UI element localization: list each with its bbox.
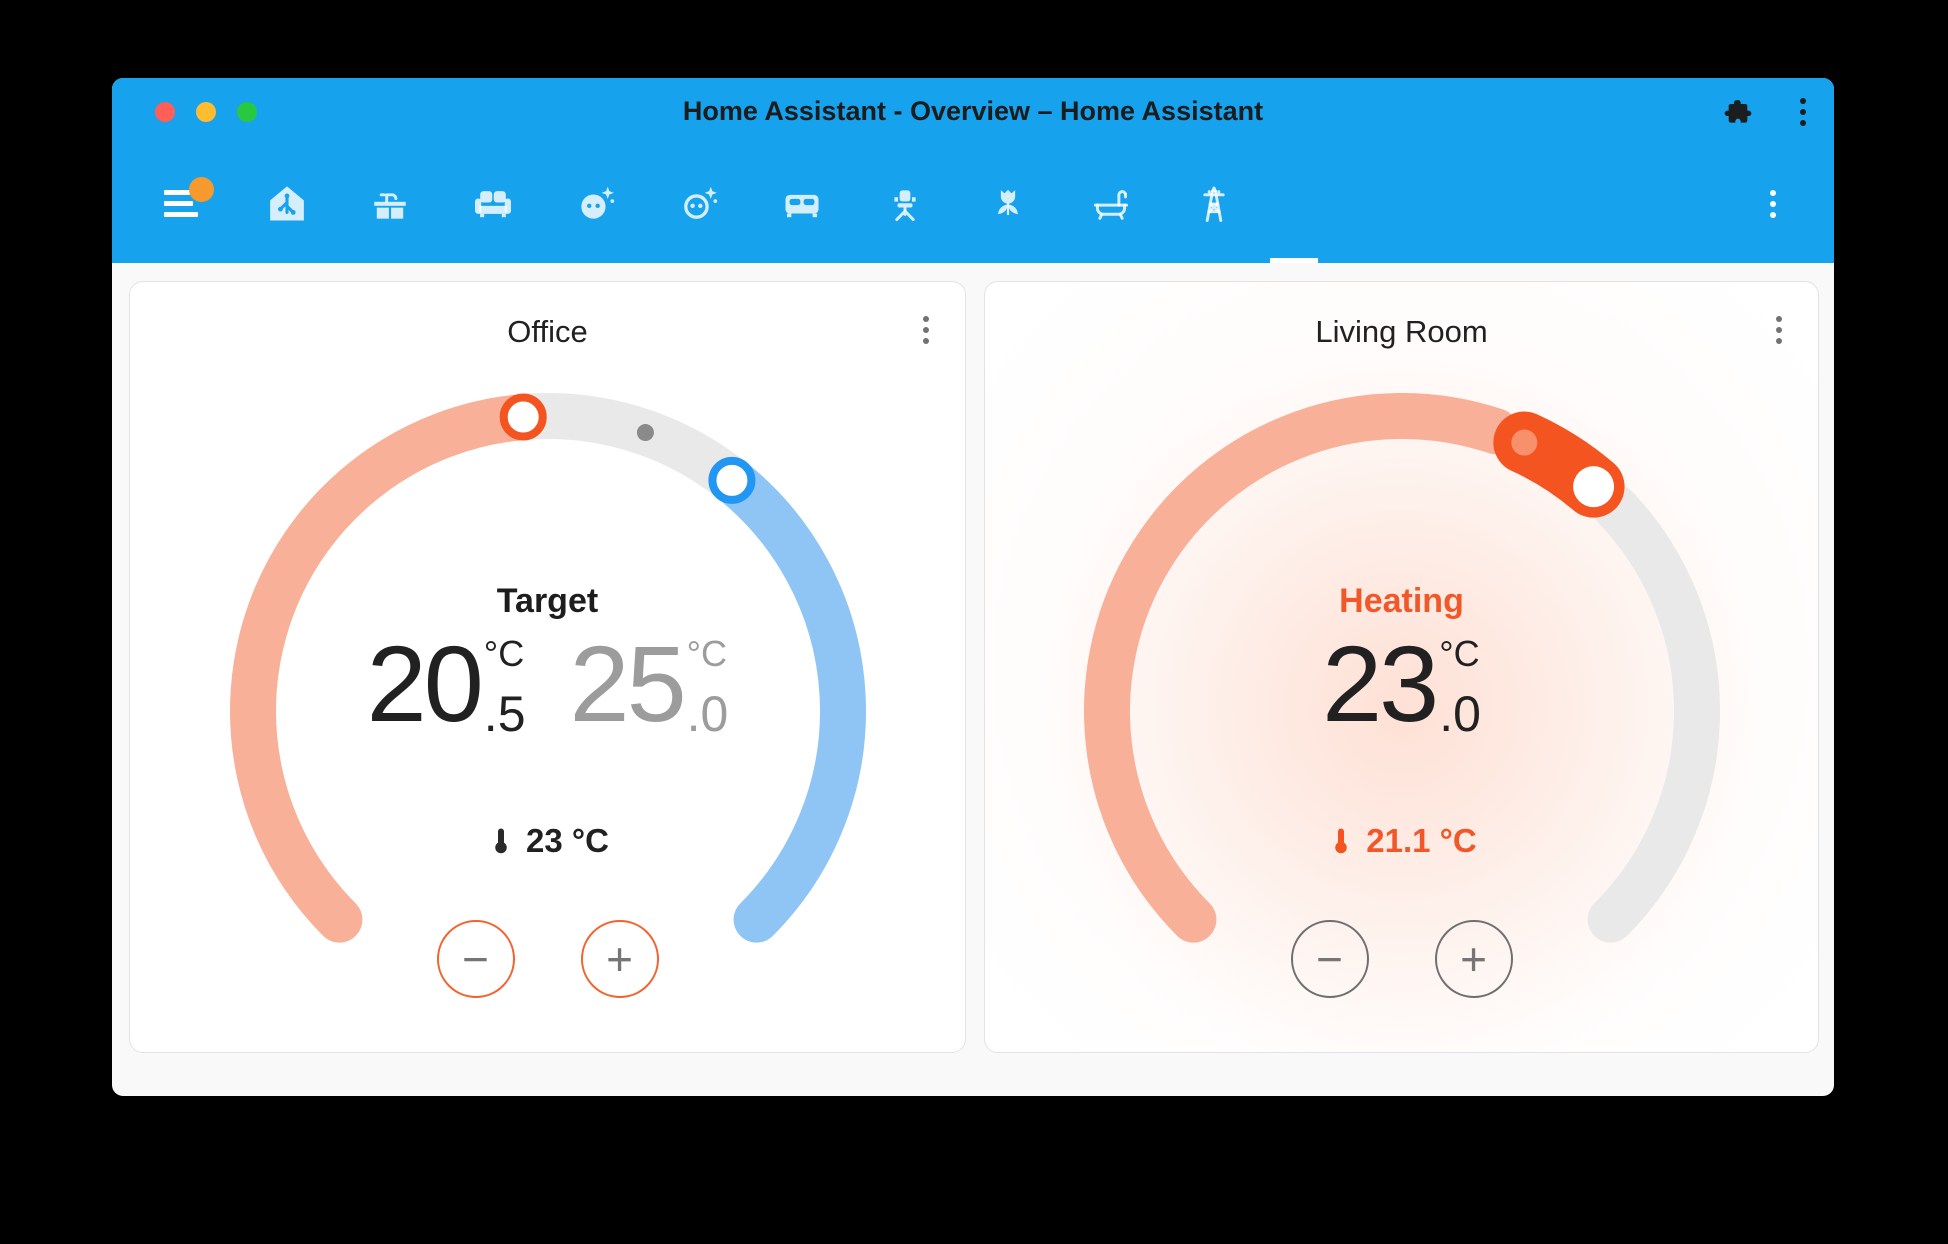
close-button[interactable] [155,101,175,122]
temperature-controls: − + [130,920,965,998]
card-title: Living Room [1315,314,1488,349]
face-shimmer-icon [580,186,614,219]
target-low-temperature[interactable]: 20 °C .5 [366,623,526,744]
titlebar: Home Assistant - Overview – Home Assista… [112,78,1834,145]
extension-puzzle-icon[interactable] [1722,96,1754,128]
thermostat-dial[interactable] [198,361,898,1053]
bed-icon [785,194,818,218]
tab-garden[interactable] [956,145,1059,263]
transmission-tower-icon [1202,186,1225,222]
target-temperatures: 23 °C .0 [985,623,1818,744]
sofa-icon [474,191,511,218]
target-high-handle[interactable] [707,456,755,504]
window-overflow-menu-button[interactable] [1800,97,1806,126]
kebab-menu-icon [1800,97,1806,126]
idle-range-arc[interactable] [1587,484,1720,943]
target-temperature[interactable]: 23 °C .0 [1322,623,1481,744]
hamburger-icon [163,177,214,219]
sidebar-menu-button[interactable] [163,177,214,219]
tab-kid-room[interactable] [544,145,647,263]
tab-kitchen[interactable] [338,145,441,263]
heat-range-arc[interactable] [1083,393,1519,943]
kitchen-countertop-icon [373,193,406,219]
decrease-temperature-button[interactable]: − [436,920,515,998]
titlebar-actions [1722,78,1806,145]
heat-range-arc[interactable] [229,394,546,943]
window-title: Home Assistant - Overview – Home Assista… [682,96,1264,126]
card-menu-button[interactable] [1776,316,1782,344]
state-label: Target [496,582,599,620]
idle-range-arc[interactable] [499,393,755,504]
desk-chair-icon [893,190,916,222]
current-temperature: 23 °C [130,822,965,860]
face-shimmer-outline-icon [683,186,717,219]
tab-living-room[interactable] [441,145,544,263]
dashboard-view: Office Target 20 °C .5 25 °C [112,263,1834,1096]
target-temperatures: 20 °C .5 25 °C .0 [130,623,965,744]
tab-office[interactable] [853,145,956,263]
current-temperature-dot [636,424,654,442]
thermostat-card-living-room: Living Room Heating 23 °C .0 21 [984,281,1819,1053]
home-icon [269,186,304,221]
puzzle-icon [1724,99,1752,123]
current-temperature-dot [1510,429,1537,456]
tab-energy[interactable] [1162,145,1265,263]
active-tab-indicator [1270,258,1318,263]
current-temperature: 21.1 °C [985,822,1818,860]
tab-bedroom[interactable] [750,145,853,263]
thermometer-icon [495,828,507,854]
thermostat-card-office: Office Target 20 °C .5 25 °C [129,281,966,1053]
tab-bar [112,145,1834,263]
target-low-handle[interactable] [499,393,547,441]
bathtub-icon [1093,190,1128,220]
tab-bathroom[interactable] [1059,145,1162,263]
cool-range-arc[interactable] [708,457,866,943]
card-menu-button[interactable] [923,316,929,344]
app-window: Home Assistant - Overview – Home Assista… [112,78,1834,1096]
target-handle[interactable] [1572,466,1614,508]
tab-kid-room-2[interactable] [647,145,750,263]
thermostat-dial[interactable] [1052,361,1752,1053]
kebab-menu-icon [923,316,929,344]
increase-temperature-button[interactable]: + [1434,920,1513,998]
traffic-lights [155,78,257,145]
increase-temperature-button[interactable]: + [580,920,659,998]
fullscreen-button[interactable] [237,101,257,122]
kebab-menu-icon [1770,190,1776,218]
kebab-menu-icon [1776,316,1782,344]
thermometer-icon [1335,828,1348,854]
minimize-button[interactable] [196,101,216,122]
tab-home[interactable] [235,145,338,263]
target-high-temperature[interactable]: 25 °C .0 [569,623,729,744]
decrease-temperature-button[interactable]: − [1290,920,1369,998]
state-label: Heating [1339,582,1464,620]
toolbar-overflow-menu-button[interactable] [1770,190,1776,218]
card-title: Office [507,314,588,349]
temperature-controls: − + [985,920,1818,998]
notification-badge [188,177,214,202]
flower-tulip-icon [997,189,1018,215]
